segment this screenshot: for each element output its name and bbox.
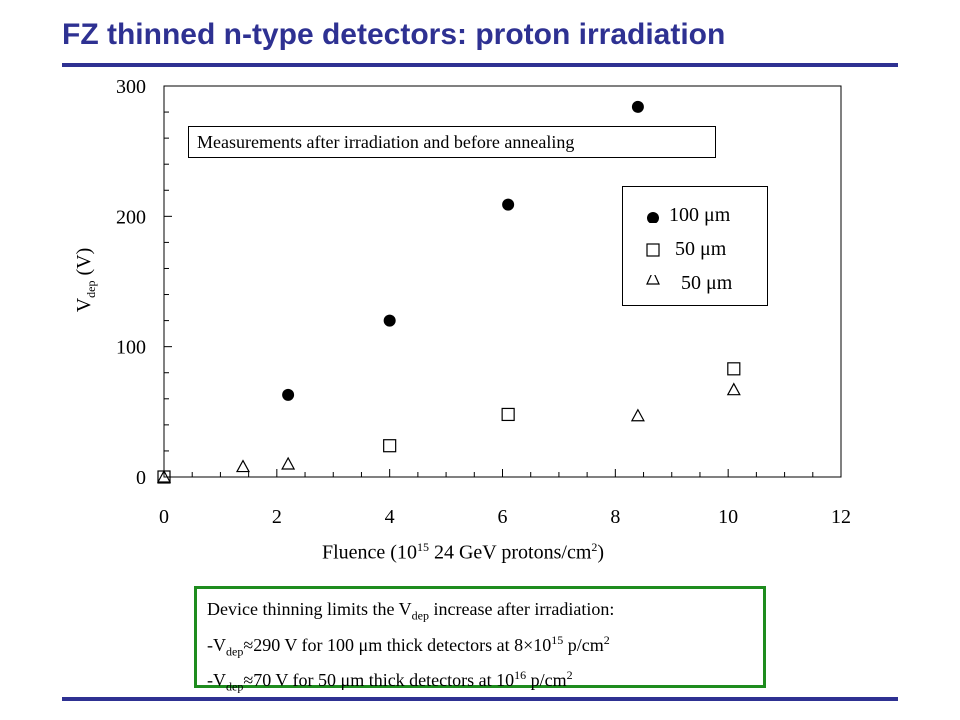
filled-circle-icon (647, 212, 659, 223)
x-tick-label: 8 (610, 506, 620, 528)
summary-line-3: -Vdep≈70 V for 50 μm thick detectors at … (207, 668, 573, 694)
legend-label: 100 μm (669, 204, 731, 226)
tick-labels: 0 100 200 300 0 2 4 6 8 10 12 (116, 76, 851, 528)
x-tick-label: 12 (831, 506, 851, 528)
data-point-circle (502, 198, 515, 211)
legend-label: 50 μm (681, 272, 733, 294)
data-point-circle (383, 314, 396, 327)
summary-box: Device thinning limits the Vdep increase… (194, 586, 766, 694)
data-point-triangle (726, 382, 741, 396)
data-point-square (727, 362, 741, 376)
y-axis-label: Vdep (V) (73, 247, 98, 313)
x-tick-label: 2 (272, 506, 282, 528)
y-tick-label: 200 (116, 206, 146, 228)
chart-legend: 100 μm 50 μm 50 μm (622, 186, 768, 306)
data-point-triangle (235, 459, 250, 473)
x-tick-label: 6 (498, 506, 508, 528)
slide-title: FZ thinned n-type detectors: proton irra… (62, 18, 726, 51)
x-tick-label: 0 (159, 506, 169, 528)
data-point-square (383, 439, 397, 453)
data-point-triangle (156, 469, 172, 483)
x-axis-label: Fluence (1015 24 GeV protons/cm2) (322, 540, 605, 564)
data-points (156, 100, 741, 484)
legend-item-100um: 100 μm (623, 201, 769, 231)
footer-divider (62, 697, 898, 701)
open-square-icon (646, 243, 660, 257)
y-tick-label: 100 (116, 337, 146, 359)
legend-label: 50 μm (675, 238, 727, 260)
data-point-circle (631, 100, 644, 113)
data-point-circle (282, 388, 295, 401)
chart-axes (163, 85, 842, 478)
data-point-square (501, 407, 515, 422)
chart-annotation: Measurements after irradiation and befor… (188, 126, 716, 158)
x-tick-label: 4 (385, 506, 395, 528)
y-tick-label: 300 (116, 76, 146, 98)
summary-line-2: -Vdep≈290 V for 100 μm thick detectors a… (207, 632, 610, 659)
open-triangle-icon (646, 275, 660, 285)
x-tick-label: 10 (718, 506, 738, 528)
title-divider (62, 63, 898, 67)
data-point-triangle (630, 408, 645, 422)
legend-item-50um-square: 50 μm (623, 235, 769, 265)
y-tick-label: 0 (136, 467, 146, 489)
data-point-triangle (281, 456, 296, 470)
legend-item-50um-triangle: 50 μm (623, 269, 769, 299)
summary-line-1: Device thinning limits the Vdep increase… (207, 599, 615, 623)
